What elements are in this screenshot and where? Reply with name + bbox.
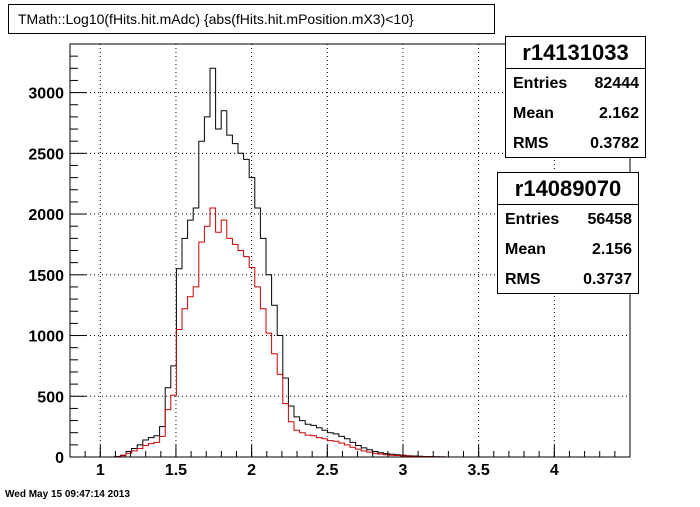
x-tick-label: 1 [96,462,105,479]
stats-box-r14089070: r14089070 Entries 56458 Mean 2.156 RMS 0… [497,172,639,294]
y-tick-label: 1000 [28,329,64,346]
stats-name: r14131033 [506,37,645,69]
y-tick-label: 2500 [28,146,64,163]
x-tick-label: 3.5 [468,462,490,479]
stats-row-entries: Entries 56458 [498,205,638,235]
stats-value: 2.162 [598,105,639,122]
axis-tick-labels: 1 1.5 2 2.5 3 3.5 4 0 500 1000 1500 2000 2500 3000 [28,86,558,479]
stats-row-mean: Mean 2.156 [498,235,638,265]
stats-label: Entries [505,211,560,228]
stats-value: 56458 [587,211,633,228]
axis-ticks [69,43,631,458]
stats-label: RMS [513,135,549,152]
x-tick-label: 1.5 [165,462,187,479]
x-tick-label: 4 [550,462,559,479]
stats-value: 2.156 [591,241,632,258]
stats-name: r14089070 [498,173,638,205]
x-tick-label: 3 [399,462,408,479]
x-tick-label: 2 [247,462,256,479]
stats-row-entries: Entries 82444 [506,69,645,99]
y-tick-label: 0 [55,450,64,467]
y-tick-label: 500 [37,389,64,406]
stats-box-r14131033: r14131033 Entries 82444 Mean 2.162 RMS 0… [505,36,646,158]
y-tick-label: 3000 [28,86,64,103]
stats-value: 0.3737 [583,271,632,288]
stats-value: 82444 [594,75,640,92]
stats-row-mean: Mean 2.162 [506,99,645,129]
histogram-title: TMath::Log10(fHits.hit.mAdc) {abs(fHits.… [8,4,495,34]
y-tick-label: 1500 [28,268,64,285]
x-tick-label: 2.5 [316,462,338,479]
stats-label: Entries [513,75,568,92]
stats-label: Mean [505,241,546,258]
stats-label: Mean [513,105,554,122]
timestamp: Wed May 15 09:47:14 2013 [5,489,130,500]
stats-value: 0.3782 [590,135,639,152]
stats-row-rms: RMS 0.3782 [506,129,645,159]
stats-label: RMS [505,271,541,288]
stats-row-rms: RMS 0.3737 [498,265,638,295]
y-tick-label: 2000 [28,207,64,224]
